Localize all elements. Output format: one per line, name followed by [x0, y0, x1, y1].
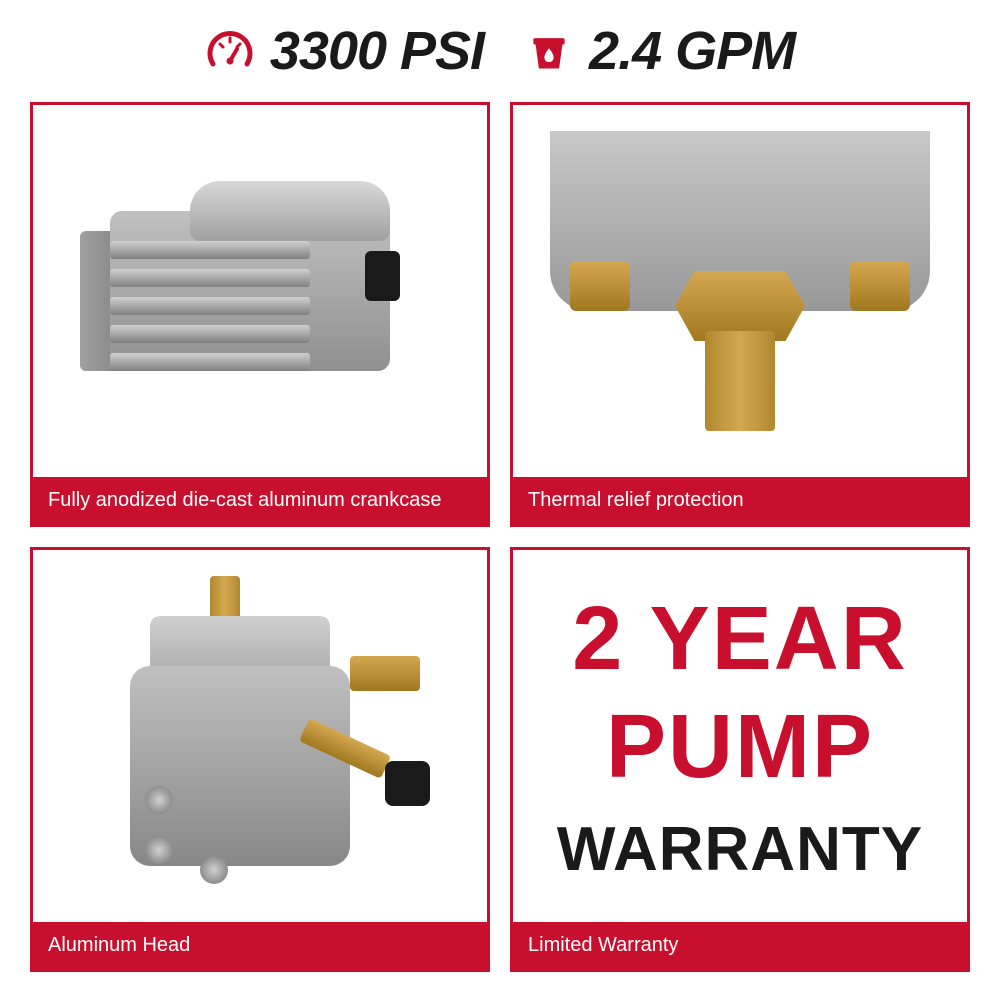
gpm-spec: 2.4 GPM	[524, 20, 795, 82]
bucket-icon	[524, 26, 574, 76]
warranty-caption: Limited Warranty	[513, 922, 967, 969]
panel-warranty: 2 YEAR PUMP WARRANTY Limited Warranty	[510, 547, 970, 972]
warranty-line2: PUMP	[606, 696, 874, 799]
panel-thermal: Thermal relief protection	[510, 102, 970, 527]
thermal-caption: Thermal relief protection	[513, 477, 967, 524]
gauge-icon	[205, 26, 255, 76]
head-image	[33, 550, 487, 922]
head-caption: Aluminum Head	[33, 922, 487, 969]
warranty-line3: WARRANTY	[557, 814, 923, 885]
panel-head: Aluminum Head	[30, 547, 490, 972]
panel-crankcase: Fully anodized die-cast aluminum crankca…	[30, 102, 490, 527]
warranty-body: 2 YEAR PUMP WARRANTY	[513, 550, 967, 922]
psi-spec: 3300 PSI	[205, 20, 484, 82]
gpm-value: 2.4 GPM	[589, 20, 795, 82]
thermal-image	[513, 105, 967, 477]
crankcase-image	[33, 105, 487, 477]
crankcase-caption: Fully anodized die-cast aluminum crankca…	[33, 477, 487, 524]
psi-value: 3300 PSI	[270, 20, 484, 82]
feature-grid: Fully anodized die-cast aluminum crankca…	[30, 102, 970, 972]
warranty-line1: 2 YEAR	[572, 588, 907, 691]
spec-header: 3300 PSI 2.4 GPM	[30, 20, 970, 82]
